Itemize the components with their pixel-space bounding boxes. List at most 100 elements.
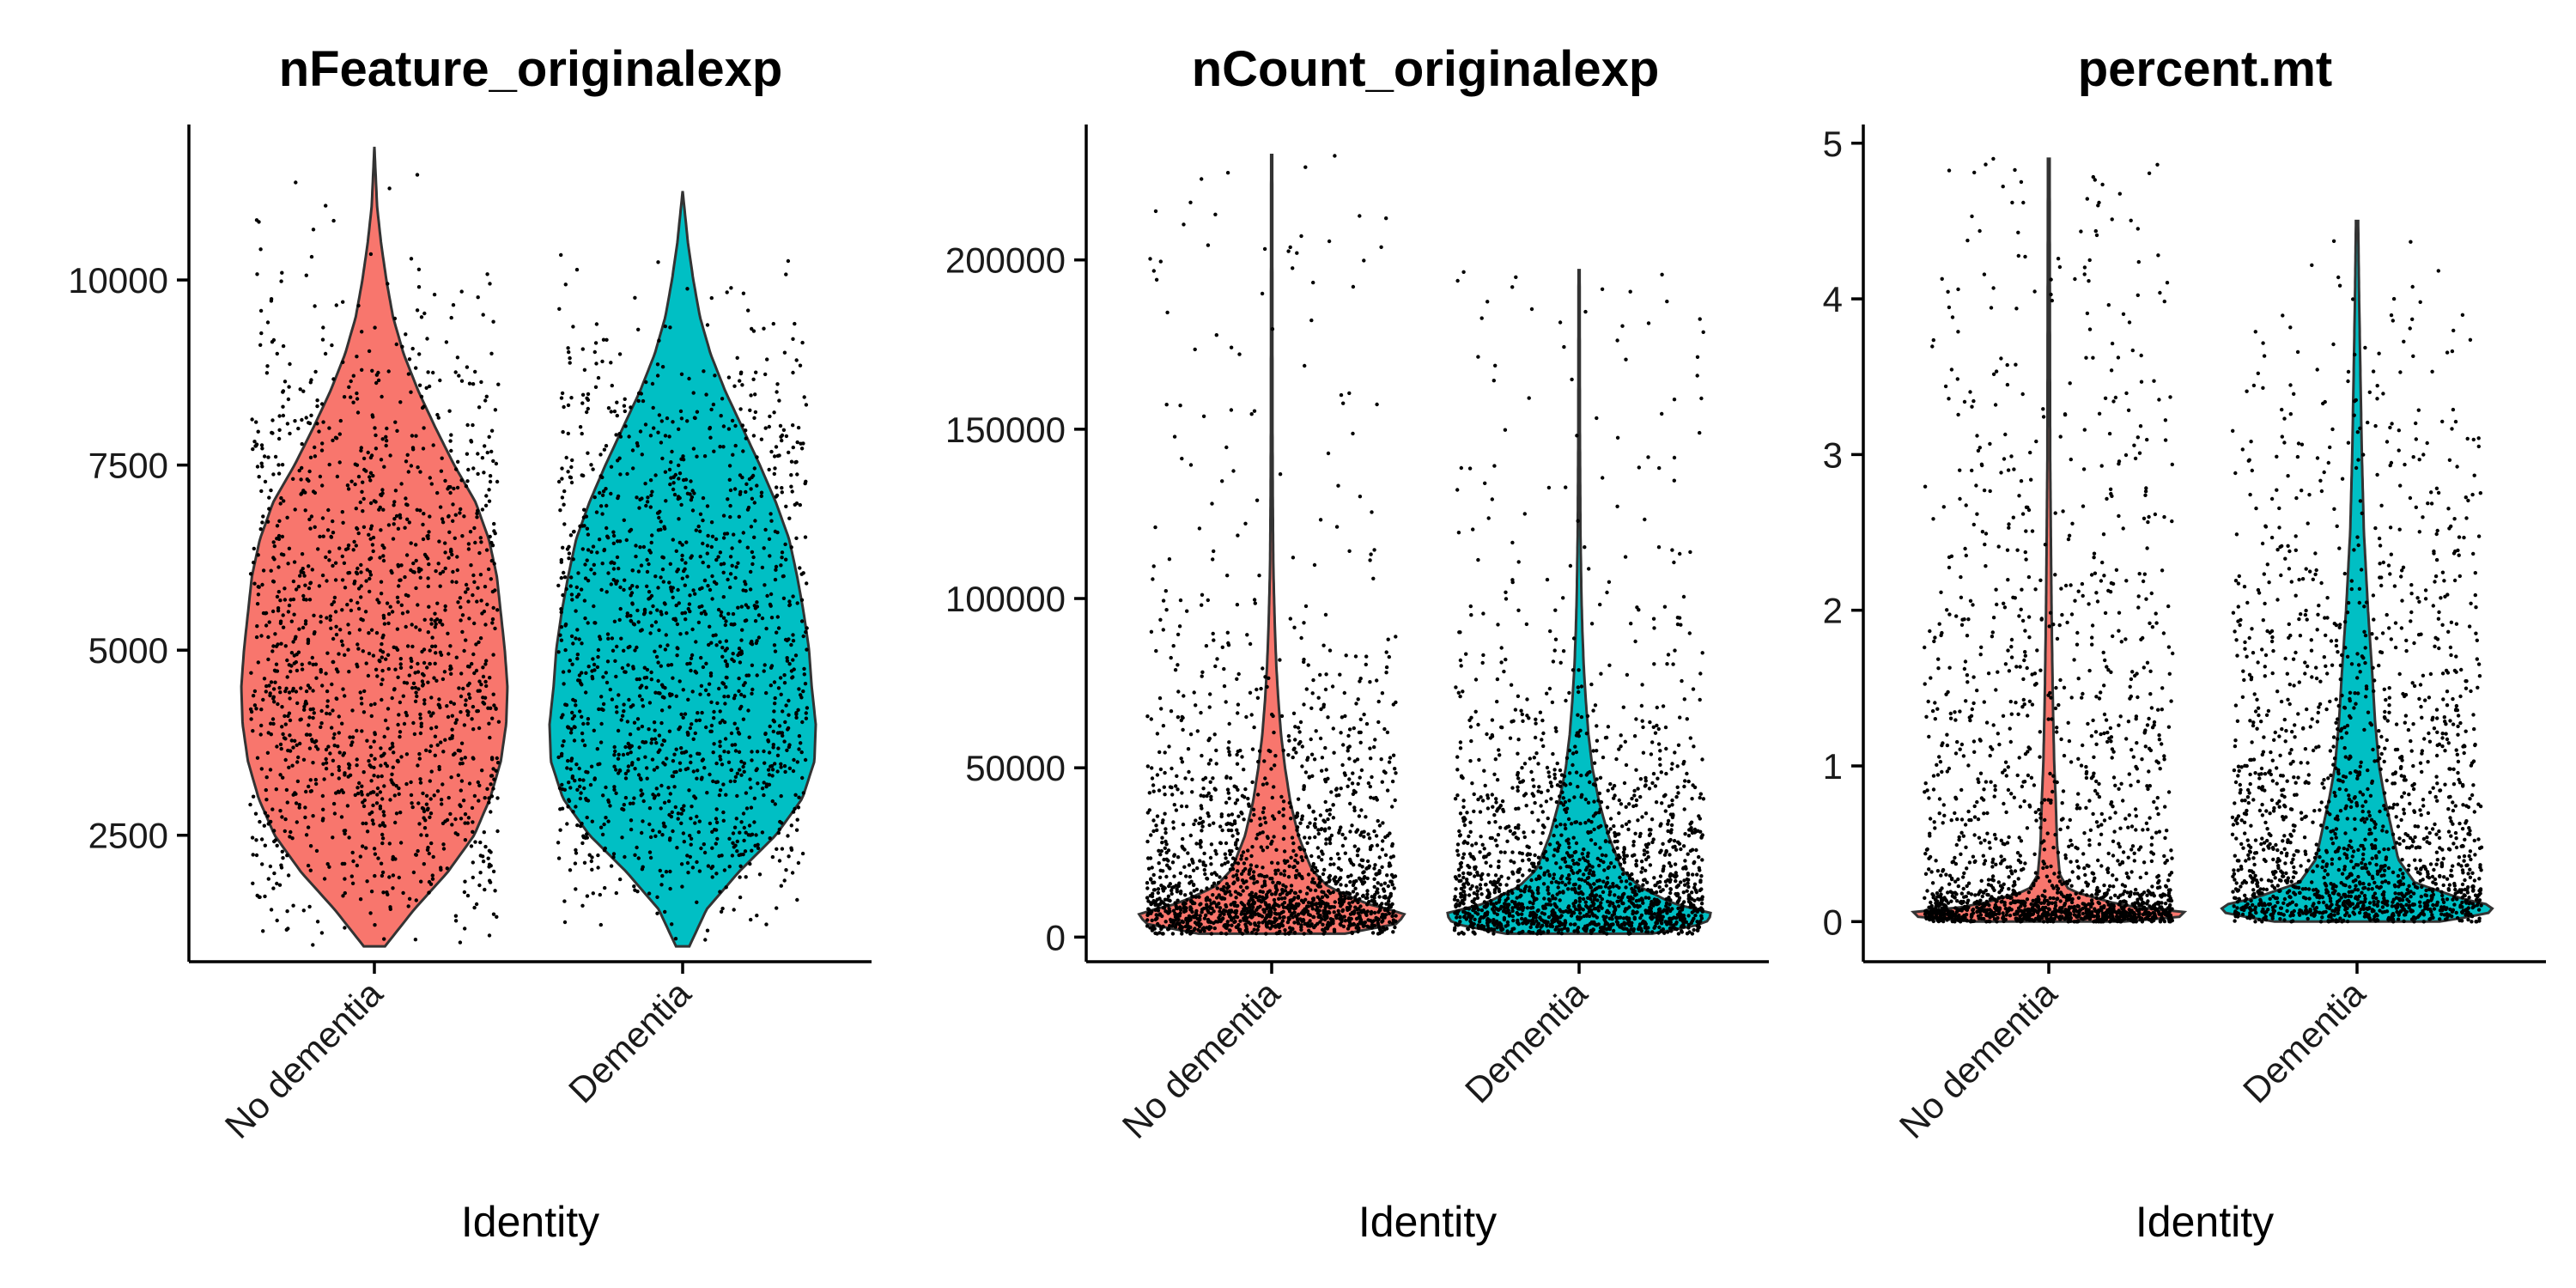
data-point xyxy=(764,784,769,789)
data-point xyxy=(643,755,647,759)
data-point xyxy=(739,773,744,777)
data-point xyxy=(581,778,586,782)
data-point xyxy=(1320,769,1324,773)
data-point xyxy=(631,801,635,805)
data-point xyxy=(732,743,738,747)
data-point xyxy=(1164,608,1169,612)
data-point xyxy=(1258,898,1263,903)
data-point xyxy=(259,723,264,728)
data-point xyxy=(642,676,647,680)
data-point xyxy=(483,887,487,892)
data-point xyxy=(614,791,618,795)
data-point xyxy=(585,410,589,415)
data-point xyxy=(486,856,490,860)
data-point xyxy=(1327,812,1332,817)
data-point xyxy=(1200,603,1204,607)
data-point xyxy=(1222,908,1226,913)
data-point xyxy=(722,695,726,699)
data-point xyxy=(784,703,788,708)
data-point xyxy=(288,835,292,839)
data-point xyxy=(592,728,596,732)
data-point xyxy=(459,671,464,676)
data-point xyxy=(1255,836,1259,841)
data-point xyxy=(258,343,263,347)
data-point xyxy=(382,465,386,469)
data-point xyxy=(360,330,364,334)
data-point xyxy=(714,872,719,876)
data-point xyxy=(327,462,331,467)
data-point xyxy=(1250,747,1255,751)
data-point xyxy=(791,445,795,450)
data-point xyxy=(264,623,269,628)
data-point xyxy=(480,769,484,773)
data-point xyxy=(273,632,277,636)
data-point xyxy=(1344,884,1348,888)
data-point xyxy=(372,790,376,794)
data-point xyxy=(799,741,803,745)
data-point xyxy=(466,467,471,472)
data-point xyxy=(770,768,775,772)
data-point xyxy=(1207,705,1212,709)
data-point xyxy=(737,514,741,519)
data-point xyxy=(348,773,353,777)
data-point xyxy=(793,806,797,811)
data-point xyxy=(1228,908,1233,914)
data-point xyxy=(672,492,677,497)
data-point xyxy=(487,800,491,805)
data-point xyxy=(1245,885,1249,890)
data-point xyxy=(1213,848,1218,854)
data-point xyxy=(278,773,283,777)
data-point xyxy=(1358,775,1362,780)
data-point xyxy=(1372,829,1376,834)
data-point xyxy=(775,769,780,774)
data-point xyxy=(286,562,290,566)
data-point xyxy=(367,651,372,656)
data-point xyxy=(422,673,426,677)
data-point xyxy=(584,798,589,802)
data-point xyxy=(277,883,283,887)
data-point xyxy=(418,731,423,736)
data-point xyxy=(586,721,590,726)
data-point xyxy=(787,516,792,520)
data-point xyxy=(272,871,276,876)
data-point xyxy=(1571,762,1575,768)
data-point xyxy=(702,842,706,847)
data-point xyxy=(650,381,655,386)
data-point xyxy=(426,680,430,684)
data-point xyxy=(566,470,570,474)
data-point xyxy=(562,899,567,903)
data-point xyxy=(696,769,700,773)
data-point xyxy=(426,576,430,580)
data-point xyxy=(1493,820,1498,824)
data-point xyxy=(426,533,430,538)
data-point xyxy=(272,544,276,549)
data-point xyxy=(1289,913,1293,918)
data-point xyxy=(1164,874,1169,879)
data-point xyxy=(609,410,613,414)
panel-2: nCount_originalexp0500001000001500002000… xyxy=(945,41,1769,1246)
data-point xyxy=(1368,784,1373,789)
data-point xyxy=(1321,705,1326,709)
data-point xyxy=(459,605,463,610)
data-point xyxy=(804,711,808,715)
data-point xyxy=(633,648,637,653)
data-point xyxy=(585,894,590,898)
data-point xyxy=(313,304,317,308)
data-point xyxy=(311,228,316,232)
data-point xyxy=(1352,808,1357,813)
data-point xyxy=(1347,901,1352,906)
data-point xyxy=(770,774,775,778)
data-point xyxy=(1370,926,1375,930)
data-point xyxy=(1240,878,1245,883)
data-point xyxy=(642,665,647,670)
data-point xyxy=(331,377,336,381)
data-point xyxy=(730,743,734,747)
data-point xyxy=(1296,912,1301,917)
data-point xyxy=(266,731,270,735)
data-point xyxy=(762,669,766,673)
data-point xyxy=(368,702,374,708)
data-point xyxy=(630,761,635,765)
data-point xyxy=(594,510,599,514)
data-point xyxy=(416,465,420,470)
data-point xyxy=(399,755,404,759)
